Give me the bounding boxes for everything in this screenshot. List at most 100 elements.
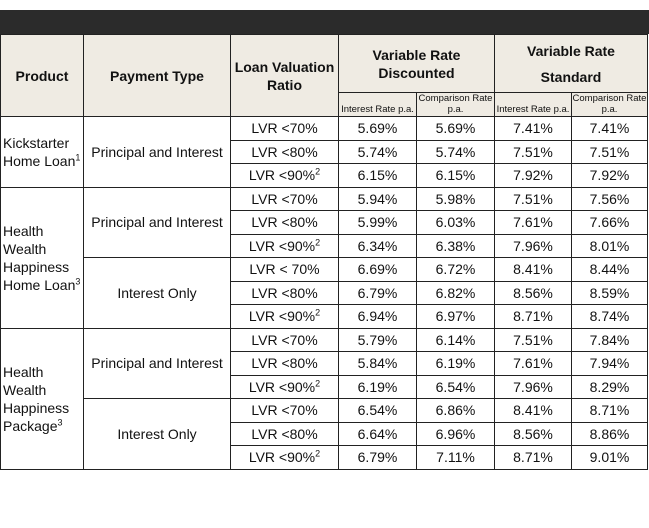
discounted-comparison-rate: 6.03% — [416, 210, 495, 235]
standard-comparison-rate: 7.56% — [571, 186, 648, 211]
standard-comparison-rate: 8.86% — [571, 421, 648, 446]
standard-interest-rate: 7.51% — [494, 186, 572, 211]
discounted-comparison-rate: 6.19% — [416, 351, 495, 376]
discounted-interest-rate: 5.74% — [338, 139, 417, 164]
payment-type-cell: Interest Only — [83, 257, 231, 329]
standard-comparison-rate: 7.66% — [571, 210, 648, 235]
rates-body: Kickstarter Home Loan1 Principal and Int… — [0, 116, 648, 470]
discounted-comparison-rate: 6.54% — [416, 374, 495, 399]
lvr-label: LVR < 70% — [249, 261, 320, 278]
lvr-cell: LVR <80% — [230, 139, 339, 164]
discounted-comparison-rate: 6.97% — [416, 304, 495, 329]
standard-interest-rate: 7.92% — [494, 163, 572, 188]
lvr-cell: LVR <90%2 — [230, 374, 339, 399]
standard-interest-rate: 7.51% — [494, 327, 572, 352]
table-row: Kickstarter Home Loan1 Principal and Int… — [0, 116, 648, 188]
lvr-cell: LVR <90%2 — [230, 163, 339, 188]
table-row: LVR <90%2 6.19% 6.54% 7.96% 8.29% — [1, 374, 648, 399]
standard-interest-rate: 7.61% — [494, 351, 572, 376]
lvr-footnote: 2 — [315, 237, 321, 248]
standard-comparison-rate: 7.92% — [571, 163, 648, 188]
home-loan-rates-table: Product Payment Type Loan Valuation Rati… — [0, 34, 648, 470]
table-row: LVR <80% 5.84% 6.19% 7.61% 7.94% — [1, 351, 648, 376]
product-hwh-package: Health Wealth Happiness Package3 — [0, 327, 84, 470]
discounted-interest-rate: 6.54% — [338, 398, 417, 423]
lvr-footnote: 2 — [315, 166, 321, 177]
table-row: Health Wealth Happiness Package3 Princip… — [0, 327, 648, 470]
lvr-cell: LVR <90%2 — [230, 304, 339, 329]
discounted-interest-rate: 5.69% — [338, 116, 417, 141]
discounted-comparison-rate: 6.96% — [416, 421, 495, 446]
payment-type-cell: Interest Only — [83, 398, 231, 470]
subheader-discounted-comparison-rate: Comparison Rate p.a. — [416, 92, 495, 117]
payment-type-cell: Principal and Interest — [83, 327, 231, 399]
lvr-label: LVR <80% — [251, 143, 318, 160]
table-row: LVR <90%2 6.94% 6.97% 8.71% 8.74% — [1, 304, 648, 329]
discounted-interest-rate: 6.19% — [338, 374, 417, 399]
discounted-interest-rate: 5.99% — [338, 210, 417, 235]
table-row: LVR <90%2 6.34% 6.38% 7.96% 8.01% — [1, 233, 648, 258]
discounted-comparison-rate: 6.82% — [416, 280, 495, 305]
standard-interest-rate: 7.96% — [494, 233, 572, 258]
top-banner — [0, 10, 649, 34]
standard-comparison-rate: 8.71% — [571, 398, 648, 423]
standard-comparison-rate: 8.44% — [571, 257, 648, 282]
lvr-label: LVR <80% — [251, 284, 318, 301]
discounted-interest-rate: 5.79% — [338, 327, 417, 352]
table-row: LVR <80% 6.79% 6.82% 8.56% 8.59% — [1, 280, 648, 305]
lvr-cell: LVR <70% — [230, 327, 339, 352]
standard-comparison-rate: 7.84% — [571, 327, 648, 352]
lvr-cell: LVR <70% — [230, 398, 339, 423]
table-row: Health Wealth Happiness Home Loan3 Princ… — [0, 186, 648, 329]
standard-interest-rate: 7.51% — [494, 139, 572, 164]
discounted-comparison-rate: 6.86% — [416, 398, 495, 423]
standard-interest-rate: 7.61% — [494, 210, 572, 235]
discounted-interest-rate: 6.64% — [338, 421, 417, 446]
discounted-comparison-rate: 7.11% — [416, 445, 495, 470]
table-row: LVR <80% 5.99% 6.03% 7.61% 7.66% — [1, 210, 648, 235]
lvr-cell: LVR <80% — [230, 210, 339, 235]
lvr-label: LVR <90% — [248, 167, 316, 184]
table-row: Interest Only LVR <70% 6.54% 6.86% 8.41%… — [1, 398, 648, 470]
header-product: Product — [0, 34, 84, 117]
product-hwh-home-loan: Health Wealth Happiness Home Loan3 — [0, 186, 84, 329]
subheader-standard-comparison-rate: Comparison Rate p.a. — [571, 92, 648, 117]
standard-interest-rate: 8.56% — [494, 280, 572, 305]
discounted-interest-rate: 6.94% — [338, 304, 417, 329]
standard-interest-rate: 8.41% — [494, 398, 572, 423]
payment-type-cell: Principal and Interest — [83, 116, 231, 188]
standard-comparison-rate: 8.01% — [571, 233, 648, 258]
lvr-label: LVR <80% — [251, 214, 318, 231]
standard-comparison-rate: 8.59% — [571, 280, 648, 305]
discounted-interest-rate: 6.34% — [338, 233, 417, 258]
lvr-label: LVR <90% — [248, 378, 316, 395]
standard-comparison-rate: 7.41% — [571, 116, 648, 141]
lvr-cell: LVR <80% — [230, 421, 339, 446]
discounted-interest-rate: 6.15% — [338, 163, 417, 188]
product-kickstarter-home-loan: Kickstarter Home Loan1 — [0, 116, 84, 188]
header-standard-line2: Standard — [540, 68, 602, 85]
subheader-standard-interest-rate: Interest Rate p.a. — [494, 92, 572, 117]
header-lvr: Loan Valuation Ratio — [230, 34, 339, 117]
standard-interest-rate: 7.41% — [494, 116, 572, 141]
discounted-interest-rate: 6.79% — [338, 280, 417, 305]
lvr-label: LVR <90% — [248, 237, 316, 254]
standard-interest-rate: 8.41% — [494, 257, 572, 282]
header-standard-line1: Variable Rate — [527, 42, 615, 59]
table-row: LVR <90%2 6.79% 7.11% 8.71% 9.01% — [1, 445, 648, 470]
header-variable-rate-standard: Variable Rate Standard — [494, 34, 648, 93]
discounted-comparison-rate: 6.14% — [416, 327, 495, 352]
lvr-label: LVR <80% — [251, 355, 318, 372]
standard-comparison-rate: 7.94% — [571, 351, 648, 376]
table-row: Interest Only LVR < 70% 6.69% 6.72% 8.41… — [1, 257, 648, 329]
standard-comparison-rate: 8.74% — [571, 304, 648, 329]
lvr-footnote: 2 — [315, 448, 321, 459]
lvr-label: LVR <80% — [251, 425, 318, 442]
lvr-cell: LVR <80% — [230, 280, 339, 305]
standard-interest-rate: 8.71% — [494, 304, 572, 329]
standard-interest-rate: 7.96% — [494, 374, 572, 399]
standard-interest-rate: 8.56% — [494, 421, 572, 446]
lvr-footnote: 2 — [315, 378, 321, 389]
lvr-label: LVR <70% — [251, 190, 318, 207]
table-row: LVR <90%2 6.15% 6.15% 7.92% 7.92% — [1, 163, 648, 188]
